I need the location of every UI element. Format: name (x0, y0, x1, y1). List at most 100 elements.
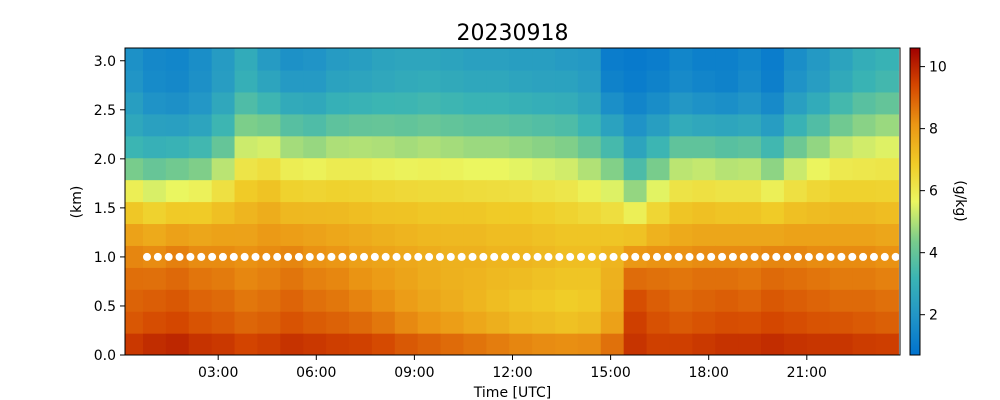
heatmap-cell (829, 201, 854, 225)
heatmap-cell (142, 113, 167, 137)
heatmap-cell (761, 333, 785, 355)
heatmap-cell (623, 201, 648, 225)
heatmap-cell (303, 201, 327, 225)
heatmap-cell (280, 113, 304, 137)
heatmap-cell (692, 311, 716, 334)
heatmap-cell (852, 267, 877, 290)
heatmap-cell (806, 311, 831, 334)
heatmap-cell (829, 113, 854, 137)
marker-dot (880, 252, 889, 261)
heatmap-cell (326, 289, 350, 312)
heatmap-cell (188, 201, 213, 225)
heatmap-cell (234, 201, 259, 225)
heatmap-cell (463, 267, 487, 290)
heatmap-cell (532, 223, 556, 246)
heatmap-cell (142, 289, 167, 312)
y-axis: 0.0 0.5 1.0 1.5 2.0 2.5 3.0 (94, 54, 125, 364)
heatmap-cell (257, 333, 281, 355)
marker-dot (479, 252, 488, 261)
heatmap-cell (165, 135, 190, 159)
colorbar (909, 47, 921, 356)
y-axis-label: (km) (69, 186, 85, 219)
heatmap-cell (303, 91, 327, 115)
heatmap-cell (257, 91, 281, 115)
marker-dot (468, 252, 477, 261)
heatmap-cell (440, 289, 465, 312)
heatmap-cell (715, 223, 739, 246)
heatmap-cell (349, 289, 373, 312)
heatmap-cell (852, 113, 877, 137)
heatmap-cell (783, 113, 808, 137)
heatmap-cell (692, 91, 716, 115)
marker-dot (750, 252, 759, 261)
heatmap-cell (806, 157, 831, 181)
heatmap-cell (577, 289, 602, 312)
heatmap-cell (761, 91, 785, 115)
heatmap-cell (715, 289, 739, 312)
heatmap-cell (188, 91, 213, 115)
heatmap-cell (532, 113, 556, 137)
heatmap-cell (303, 113, 327, 137)
x-tick-label: 06:00 (296, 365, 336, 381)
heatmap-cell (486, 311, 510, 334)
marker-dot (490, 252, 499, 261)
heatmap-cell (349, 267, 373, 290)
heatmap-cell (303, 135, 327, 159)
heatmap-cell (532, 91, 556, 115)
heatmap-cell (125, 113, 144, 137)
heatmap-cell (623, 179, 648, 203)
marker-dot (153, 252, 162, 261)
marker-dot (642, 252, 651, 261)
marker-dot (663, 252, 672, 261)
heatmap-cell (532, 157, 556, 181)
heatmap-cell (417, 48, 442, 71)
marker-dot (761, 252, 770, 261)
heatmap-cell (783, 48, 808, 71)
heatmap-cell (669, 113, 693, 137)
heatmap-cell (669, 48, 693, 71)
heatmap-cell (829, 91, 854, 115)
heatmap-cell (715, 333, 739, 355)
heatmap-cell (303, 311, 327, 334)
heatmap-cell (417, 267, 442, 290)
heatmap-cell (806, 69, 831, 93)
heatmap-cell (509, 135, 533, 159)
heatmap-cell (125, 69, 144, 93)
heatmap-cell (165, 69, 190, 93)
heatmap-cell (715, 201, 739, 225)
heatmap-cell (806, 91, 831, 115)
heatmap-cell (257, 157, 281, 181)
heatmap-cell (440, 267, 465, 290)
heatmap-cell (669, 311, 693, 334)
heatmap-cell (761, 48, 785, 71)
heatmap-cell (257, 135, 281, 159)
marker-dot (164, 252, 173, 261)
heatmap-cell (577, 267, 602, 290)
colorbar-tick-label: 6 (929, 184, 938, 200)
heatmap-cell (125, 245, 144, 268)
heatmap-cell (852, 289, 877, 312)
x-axis-label: Time [UTC] (473, 385, 551, 400)
heatmap-cell (783, 135, 808, 159)
heatmap-cell (715, 69, 739, 93)
heatmap-cell (623, 91, 648, 115)
heatmap-cell (715, 113, 739, 137)
heatmap-cell (440, 157, 465, 181)
marker-dot (772, 252, 781, 261)
heatmap-cell (188, 333, 213, 355)
x-tick-label: 21:00 (787, 365, 827, 381)
heatmap-cell (875, 223, 899, 246)
heatmap-cell (257, 289, 281, 312)
heatmap-cell (577, 201, 602, 225)
marker-dot (837, 252, 846, 261)
heatmap-cell (417, 223, 442, 246)
marker-dot (577, 252, 585, 261)
heatmap-cell (669, 333, 693, 355)
marker-dot (284, 252, 293, 261)
heatmap-cell (463, 201, 487, 225)
heatmap-cell (623, 113, 648, 137)
heatmap-cell (555, 157, 579, 181)
heatmap-cell (532, 267, 556, 290)
heatmap-cell (829, 179, 854, 203)
heatmap-cell (280, 157, 304, 181)
